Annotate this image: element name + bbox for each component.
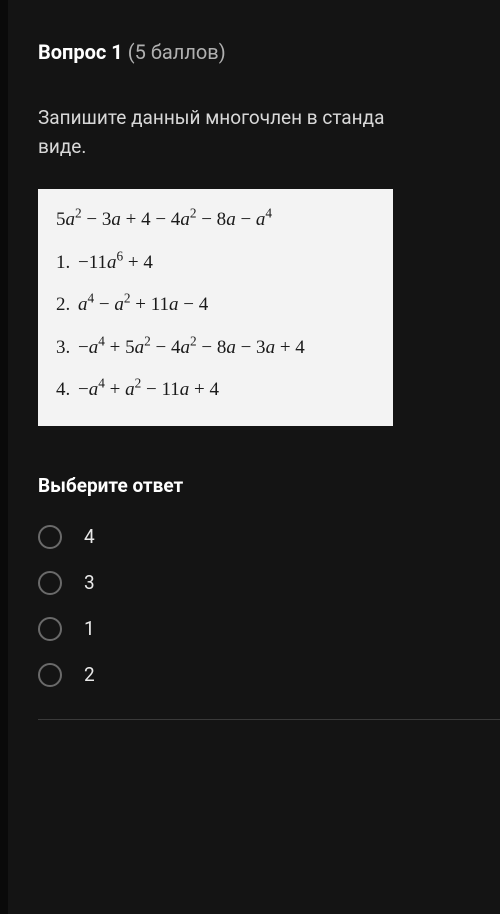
math-expression: 5a2 − 3a + 4 − 4a2 − 8a − a4 [56,207,375,234]
answer-option[interactable]: 4 [38,525,500,549]
answer-section-label: Выберите ответ [38,474,500,497]
option-number: 4. [56,377,78,404]
radio-icon [38,617,62,641]
option-number: 2. [56,292,78,319]
question-points: (5 баллов) [128,40,226,64]
answer-option[interactable]: 2 [38,663,500,687]
math-option-2: 2. a4 − a2 + 11a − 4 [56,292,375,319]
math-option-1: 1. −11a6 + 4 [56,250,375,277]
answer-option-label: 1 [84,617,95,640]
radio-icon [38,525,62,549]
prompt-line: Запишите данный многочлен в станда [38,106,384,129]
math-image: 5a2 − 3a + 4 − 4a2 − 8a − a4 1. −11a6 + … [38,189,393,426]
question-prompt: Запишите данный многочлен в станда виде. [38,104,500,161]
radio-icon [38,663,62,687]
answer-options: 4 3 1 2 [38,525,500,687]
answer-option-label: 3 [84,571,95,594]
option-expression: −a4 + 5a2 − 4a2 − 8a − 3a + 4 [78,335,305,362]
option-expression: −a4 + a2 − 11a + 4 [78,377,219,404]
option-expression: −11a6 + 4 [78,250,153,277]
option-number: 3. [56,335,78,362]
divider [38,719,500,720]
question-number: Вопрос 1 [38,40,123,64]
math-option-3: 3. −a4 + 5a2 − 4a2 − 8a − 3a + 4 [56,335,375,362]
prompt-line: виде. [38,135,86,158]
answer-option-label: 2 [84,663,95,686]
option-number: 1. [56,250,78,277]
answer-option[interactable]: 1 [38,617,500,641]
question-header: Вопрос 1 (5 баллов) [38,40,500,64]
answer-option[interactable]: 3 [38,571,500,595]
math-option-4: 4. −a4 + a2 − 11a + 4 [56,377,375,404]
radio-icon [38,571,62,595]
option-expression: a4 − a2 + 11a − 4 [78,292,208,319]
answer-option-label: 4 [84,525,95,548]
question-card: Вопрос 1 (5 баллов) Запишите данный мног… [8,0,500,914]
